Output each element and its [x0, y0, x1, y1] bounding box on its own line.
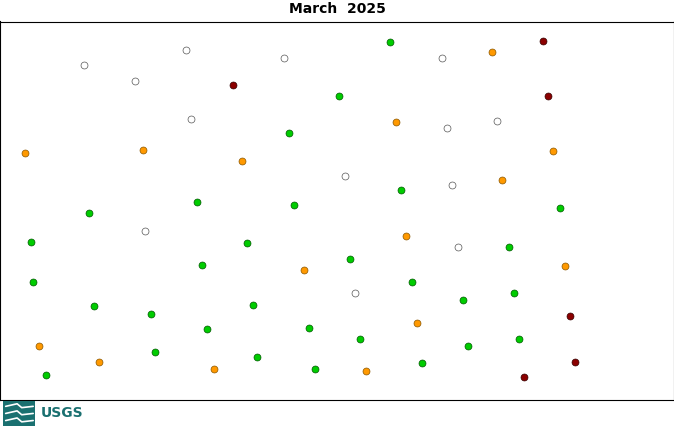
- Text: USGS: USGS: [41, 406, 84, 421]
- Title: March  2025: March 2025: [288, 2, 386, 16]
- FancyBboxPatch shape: [3, 401, 36, 427]
